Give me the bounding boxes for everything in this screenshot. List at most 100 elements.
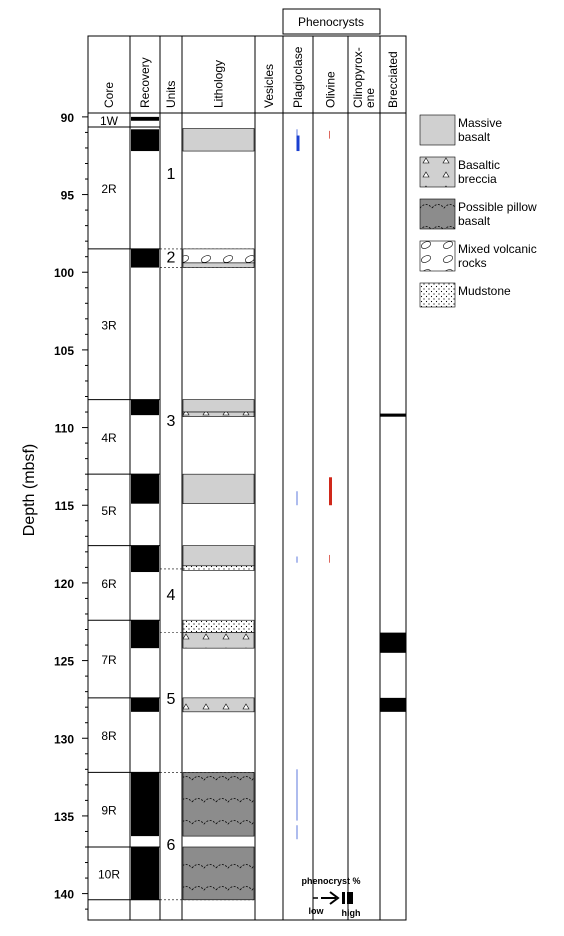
recovery-interval: [131, 846, 159, 900]
phenocryst-interval: [329, 130, 330, 139]
legend-label: Possible pillow: [458, 200, 537, 214]
recovery-interval: [131, 620, 159, 649]
lithology-interval: [182, 697, 255, 713]
recovery-interval: [131, 474, 159, 504]
lithology-interval: [182, 545, 255, 567]
unit-label: 3: [167, 413, 176, 430]
column-header: Recovery: [138, 57, 152, 108]
column: [254, 35, 284, 921]
legend-label: Mixed volcanic: [458, 242, 537, 256]
legend-label: basalt: [458, 130, 491, 144]
recovery-interval: [131, 697, 159, 712]
legend-swatch: [419, 240, 456, 272]
legend-swatch: [419, 156, 456, 188]
y-tick-label: 140: [54, 888, 74, 902]
lithology-interval: [182, 399, 255, 413]
core-label: 3R: [101, 318, 117, 332]
unit-label: 4: [167, 587, 176, 604]
y-tick-label: 125: [54, 655, 74, 669]
core-label: 10R: [98, 867, 120, 881]
key-high: high: [342, 908, 361, 918]
column-header: Vesicles: [262, 64, 276, 108]
phenocryst-interval: [296, 825, 298, 840]
legend-label: Basaltic: [458, 158, 500, 172]
column-header: Core: [102, 82, 116, 108]
y-tick-label: 135: [54, 810, 74, 824]
legend-swatch: [419, 114, 456, 146]
core-label: 5R: [101, 504, 117, 518]
lithology-interval: [182, 248, 255, 264]
lithology-interval: [182, 632, 255, 649]
y-tick-label: 120: [54, 577, 74, 591]
key-low: low: [309, 906, 325, 916]
legend-swatch: [419, 198, 456, 230]
lithology-interval: [182, 565, 255, 571]
core-label: 6R: [101, 577, 117, 591]
key-high-mark: [342, 892, 345, 904]
y-tick-label: 115: [55, 499, 75, 513]
core-label: 2R: [101, 182, 117, 196]
recovery-interval: [131, 545, 159, 573]
lithology-interval: [182, 846, 255, 901]
column: [282, 35, 314, 921]
phenocryst-interval: [296, 491, 298, 506]
lithology-interval: [182, 473, 255, 504]
y-tick-label: 100: [54, 266, 74, 280]
recovery-interval: [131, 129, 159, 152]
unit-label: 2: [167, 250, 176, 267]
recovery-interval: [131, 772, 159, 837]
column-header: Brecciated: [386, 51, 400, 108]
column: [87, 35, 131, 921]
column-header: Lithology: [212, 60, 226, 108]
recovery-interval: [131, 399, 159, 416]
phenocryst-interval: [296, 135, 300, 152]
phenocryst-interval: [296, 769, 298, 821]
core-label: 7R: [101, 653, 117, 667]
column-header: Units: [164, 81, 178, 108]
lithology-interval: [182, 262, 255, 268]
legend-label: rocks: [458, 256, 487, 270]
phenocryst-interval: [380, 697, 406, 712]
phenocryst-interval: [329, 554, 330, 563]
group-header-box: [282, 8, 381, 35]
y-tick-label: 105: [54, 344, 74, 358]
column: [347, 35, 381, 921]
core-label: 4R: [101, 431, 117, 445]
phenocryst-interval: [380, 632, 406, 653]
lithology-interval: [182, 411, 255, 417]
phenocryst-interval: [296, 129, 298, 136]
column-header: Olivine: [324, 71, 338, 108]
y-tick-label: 130: [54, 732, 74, 746]
y-tick-label: 95: [61, 189, 75, 203]
phenocryst-interval: [329, 477, 332, 506]
phenocryst-interval: [296, 556, 298, 563]
unit-label: 6: [167, 837, 176, 854]
legend-label: Massive: [458, 116, 502, 130]
core-label: 9R: [101, 804, 117, 818]
unit-label: 5: [167, 691, 176, 708]
lithology-interval: [182, 619, 255, 633]
phenocryst-interval: [380, 413, 406, 417]
legend-label: breccia: [458, 172, 497, 186]
recovery-interval: [131, 116, 159, 121]
y-tick-label: 90: [61, 111, 75, 125]
key-high-mark: [347, 892, 353, 904]
column: [379, 35, 407, 921]
core-label: 8R: [101, 729, 117, 743]
key-title: phenocryst %: [301, 876, 360, 886]
group-header: Phenocrysts: [298, 15, 364, 29]
column-header: Plagioclase: [291, 46, 305, 108]
key-arrow: [321, 891, 340, 905]
unit-label: 1: [167, 166, 176, 183]
legend-swatch: [419, 282, 456, 308]
lithology-interval: [182, 772, 255, 837]
column-header: Clinopyrox-: [351, 47, 365, 108]
depth-axis-label: Depth (mbsf): [21, 444, 38, 536]
legend-label: basalt: [458, 214, 491, 228]
core-label: 1W: [100, 114, 119, 128]
legend-label: Mudstone: [458, 284, 511, 298]
recovery-interval: [131, 248, 159, 268]
lithology-interval: [182, 128, 255, 152]
column-header: ene: [363, 88, 377, 108]
